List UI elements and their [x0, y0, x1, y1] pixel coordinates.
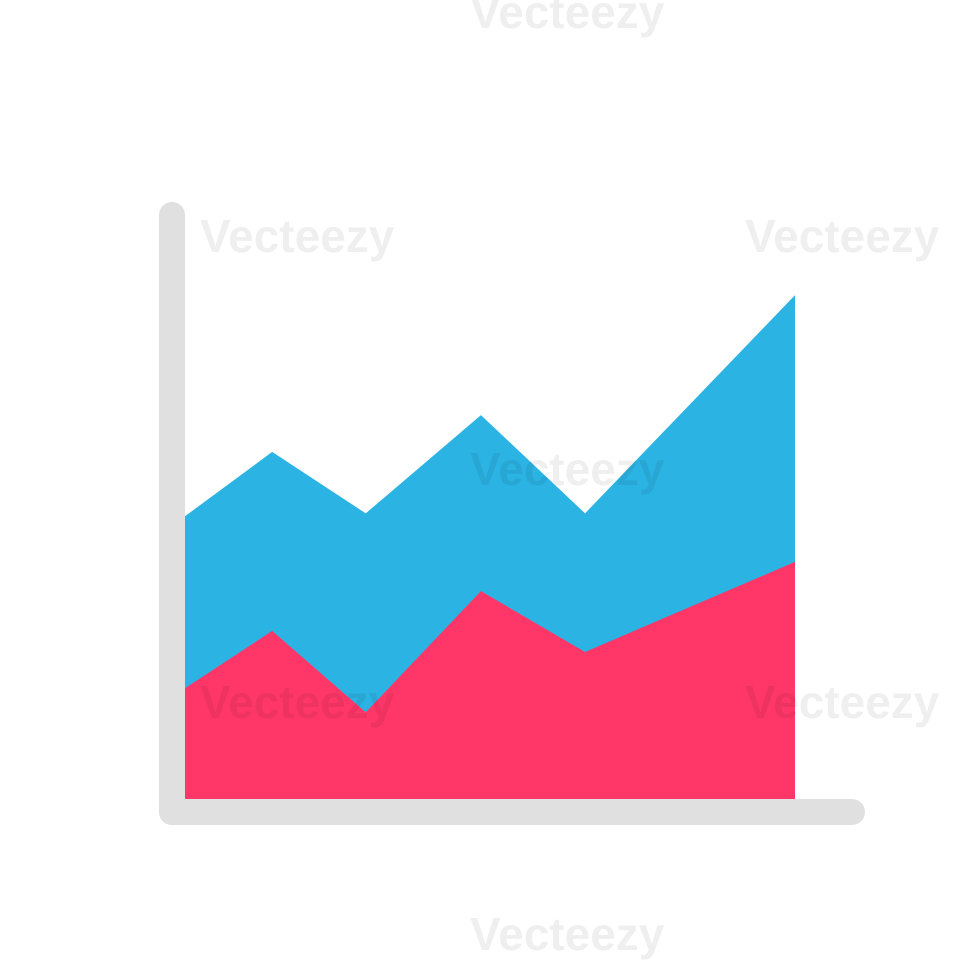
watermark: Vecteezy — [745, 210, 940, 262]
watermarks: Vecteezy Vecteezy Vecteezy Vecteezy Vect… — [200, 0, 940, 960]
watermark: Vecteezy — [200, 210, 395, 262]
plot-area — [185, 295, 795, 800]
area — [185, 561, 795, 800]
watermark: Vecteezy — [470, 908, 665, 960]
watermark: Vecteezy — [470, 0, 665, 38]
watermark: Vecteezy — [200, 676, 395, 728]
watermark: Vecteezy — [470, 443, 665, 495]
watermark: Vecteezy — [745, 676, 940, 728]
